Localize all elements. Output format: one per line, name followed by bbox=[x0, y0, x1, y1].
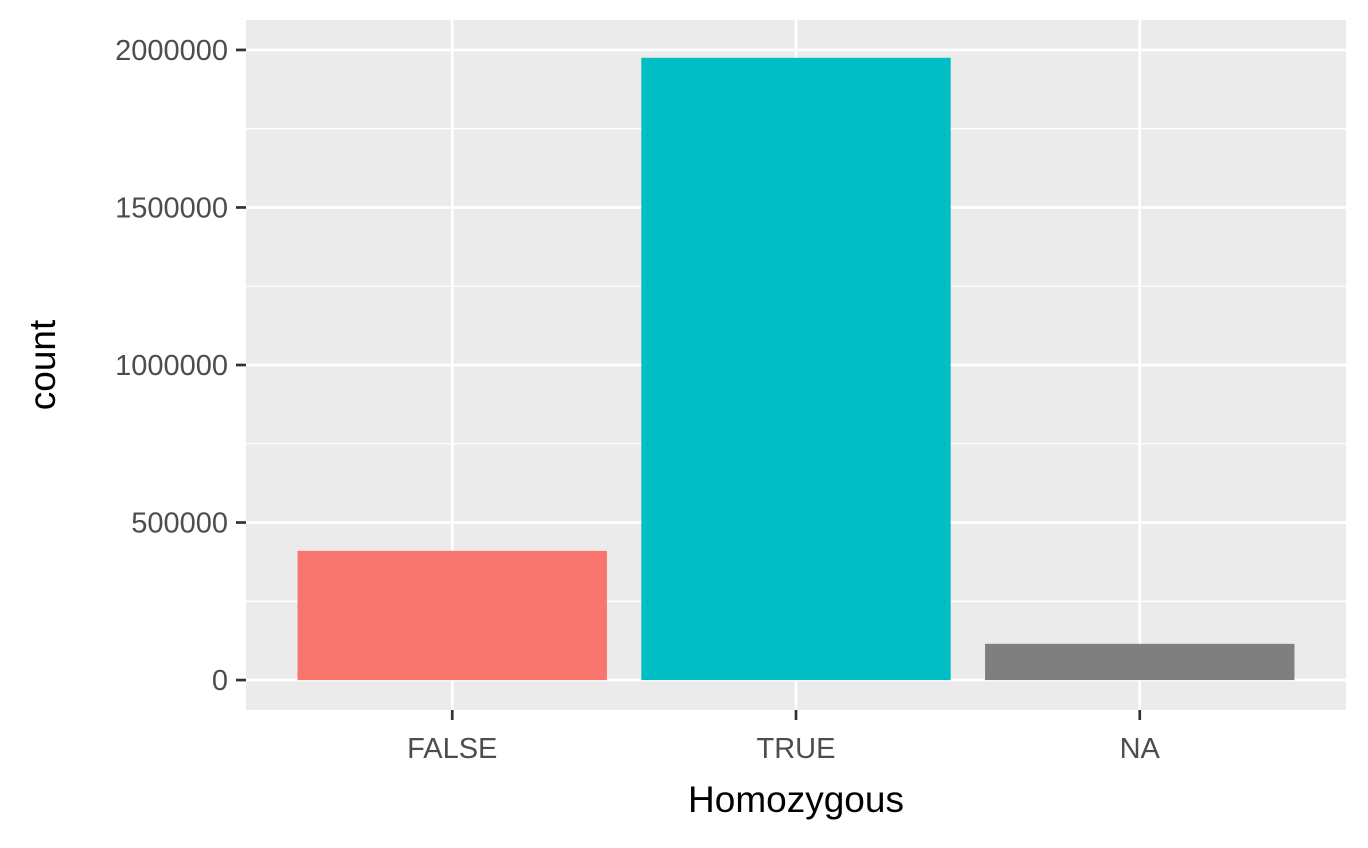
y-tick-label: 2000000 bbox=[115, 35, 228, 67]
y-axis-title: count bbox=[22, 319, 63, 410]
y-tick-label: 500000 bbox=[131, 508, 228, 540]
bar-na bbox=[985, 643, 1295, 681]
x-tick-label-true: TRUE bbox=[757, 733, 836, 765]
y-tick-label: 0 bbox=[212, 665, 228, 697]
axes: 0 500000 1000000 1500000 2000000 FALSE TRUE NA bbox=[115, 35, 1160, 765]
bars bbox=[297, 57, 1295, 681]
x-tick-label-false: FALSE bbox=[407, 733, 497, 765]
y-tick-label: 1500000 bbox=[115, 192, 228, 224]
x-tick-label-na: NA bbox=[1120, 733, 1161, 765]
y-tick-label: 1000000 bbox=[115, 350, 228, 382]
bar-true bbox=[641, 57, 951, 681]
x-axis-title: Homozygous bbox=[688, 779, 904, 820]
bar-false bbox=[297, 550, 607, 681]
